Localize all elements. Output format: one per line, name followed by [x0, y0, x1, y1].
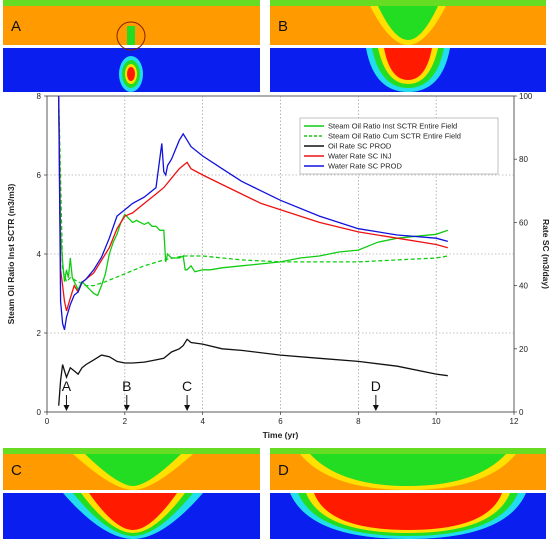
marker-label: B [122, 378, 131, 394]
x-tick-label: 4 [200, 417, 205, 426]
panel-a: A [3, 0, 260, 92]
panel-label: D [278, 462, 289, 479]
x-tick-label: 6 [278, 417, 283, 426]
y-left-tick-label: 0 [37, 408, 42, 417]
panel-a-image [3, 0, 260, 92]
panel-d-image [270, 448, 546, 539]
legend-entry: Water Rate SC PROD [328, 162, 402, 171]
x-tick-label: 8 [356, 417, 361, 426]
legend-entry: Oil Rate SC PROD [328, 142, 392, 151]
marker-label: C [182, 378, 192, 394]
y-right-tick-label: 20 [519, 345, 528, 354]
series-line-0 [58, 96, 449, 297]
panel-b: B [270, 0, 546, 92]
y-left-tick-label: 8 [37, 92, 42, 101]
y-right-tick-label: 40 [519, 282, 528, 291]
series-line-3 [58, 96, 448, 312]
panel-b-image [270, 0, 546, 92]
series-line-1 [58, 96, 448, 287]
marker-arrow-head [63, 405, 70, 411]
panel-d: D [270, 448, 546, 539]
legend-entry: Water Rate SC INJ [328, 152, 392, 161]
marker-label: A [62, 378, 72, 394]
x-tick-label: 2 [123, 417, 128, 426]
y-left-tick-label: 6 [37, 171, 42, 180]
x-tick-label: 10 [432, 417, 441, 426]
y-left-tick-label: 2 [37, 329, 42, 338]
legend-entry: Steam Oil Ratio Inst SCTR Entire Field [328, 122, 457, 131]
x-tick-label: 12 [510, 417, 519, 426]
legend-entry: Steam Oil Ratio Cum SCTR Entire Field [328, 132, 461, 141]
y-right-tick-label: 80 [519, 155, 528, 164]
x-axis-title: Time (yr) [263, 430, 299, 440]
panel-label: C [11, 462, 22, 479]
marker-label: D [371, 378, 381, 394]
x-tick-label: 0 [45, 417, 50, 426]
y-left-tick-label: 4 [37, 250, 42, 259]
panel-label: B [278, 18, 289, 35]
y-right-tick-label: 100 [519, 92, 533, 101]
panel-c-image [3, 448, 260, 539]
y-left-axis-title: Steam Oil Ratio Inst SCTR (m3/m3) [6, 183, 16, 324]
legend-box [299, 117, 499, 175]
marker-arrow-head [372, 405, 379, 411]
y-right-tick-label: 0 [519, 408, 524, 417]
y-right-tick-label: 60 [519, 218, 528, 227]
panel-c: C [3, 448, 260, 539]
marker-arrow-head [123, 405, 130, 411]
series-line-2 [58, 338, 448, 406]
marker-arrow-head [184, 405, 191, 411]
series-line-4 [58, 96, 448, 330]
panel-label: A [11, 18, 22, 35]
y-right-axis-title: Rate SC (m3/day) [541, 219, 550, 289]
